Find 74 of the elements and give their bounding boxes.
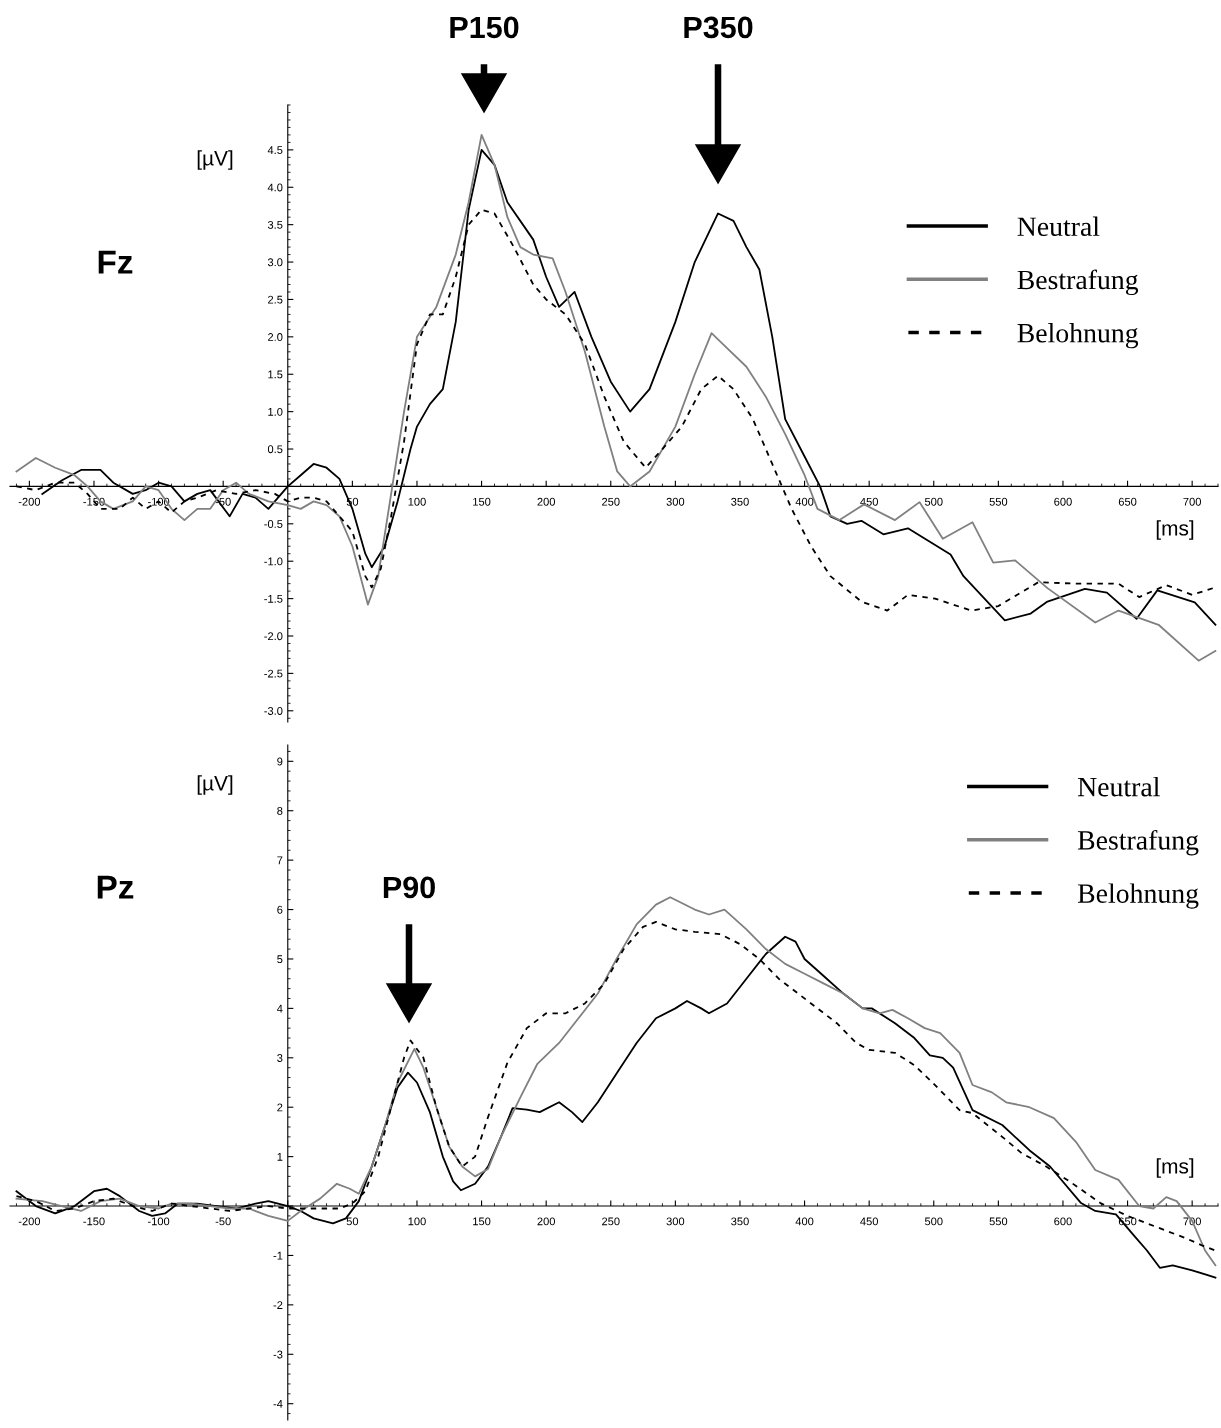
x-axis-title: [ms] xyxy=(1156,520,1194,540)
x-tick-label: 650 xyxy=(1118,497,1137,506)
x-tick-label: 500 xyxy=(924,497,943,506)
legend-label: Bestrafung xyxy=(1077,829,1199,856)
x-tick-label: 600 xyxy=(1054,1217,1072,1226)
y-tick-label: -3.0 xyxy=(264,707,283,715)
y-tick-label: -2.0 xyxy=(264,632,283,641)
text: P150 xyxy=(450,16,519,39)
x-tick-label: 100 xyxy=(408,497,426,506)
y-tick-label: 7 xyxy=(277,856,283,865)
y-tick-label: 8 xyxy=(277,806,283,815)
x-tick-label: 300 xyxy=(666,1217,685,1226)
y-tick-label: -3 xyxy=(273,1350,283,1359)
x-tick-label: 200 xyxy=(537,497,556,506)
x-tick-label: -150 xyxy=(83,1217,105,1226)
y-tick-label: 4 xyxy=(276,1004,283,1013)
x-tick-label: 200 xyxy=(537,1217,556,1226)
y-tick-label: 9 xyxy=(277,757,283,766)
legend-label: Belohnung xyxy=(1017,323,1139,349)
y-tick-label: -2.5 xyxy=(264,669,283,678)
x-tick-label: 450 xyxy=(860,497,878,506)
x-tick-label: 500 xyxy=(924,1217,943,1226)
x-tick-label: 700 xyxy=(1183,497,1201,506)
text: Pz xyxy=(97,875,134,899)
y-tick-label: 0.5 xyxy=(267,445,283,454)
y-tick-label: 3 xyxy=(277,1054,283,1062)
y-tick-label: 4.5 xyxy=(267,146,283,155)
x-tick-label: 550 xyxy=(989,1217,1008,1226)
y-tick-label: 2.5 xyxy=(268,295,283,304)
y-axis-title: [µV] xyxy=(197,775,233,795)
x-tick-label: 550 xyxy=(989,497,1008,506)
x-axis-title: [ms] xyxy=(1156,1158,1194,1178)
y-tick-label: -0.5 xyxy=(264,520,283,528)
y-tick-label: 1.0 xyxy=(268,407,283,416)
y-tick-label: -1 xyxy=(273,1251,283,1260)
x-tick-label: 350 xyxy=(731,1217,749,1226)
x-tick-label: 600 xyxy=(1054,497,1072,506)
y-tick-label: 5 xyxy=(277,955,283,964)
y-tick-label: -4 xyxy=(273,1400,283,1408)
annotation: P90 xyxy=(383,876,435,899)
x-tick-label: 250 xyxy=(602,1217,620,1226)
legend-label: Belohnung xyxy=(1077,883,1199,909)
y-tick-label: -2 xyxy=(273,1301,283,1309)
x-tick-label: -100 xyxy=(147,497,170,506)
y-tick-label: 6 xyxy=(277,905,283,914)
x-tick-label: -100 xyxy=(147,1217,170,1226)
x-tick-label: -50 xyxy=(215,1217,231,1226)
text: P350 xyxy=(684,16,753,39)
y-tick-label: 3.0 xyxy=(267,258,283,267)
y-tick-label: 2.0 xyxy=(268,333,283,341)
legend-label: Neutral xyxy=(1077,776,1160,797)
y-tick-label: 2 xyxy=(277,1103,283,1112)
y-tick-label: 1.5 xyxy=(268,370,283,379)
y-tick-label: 4.0 xyxy=(267,183,283,192)
x-tick-label: 100 xyxy=(408,1217,426,1226)
legend-label: Bestrafung xyxy=(1017,269,1139,296)
legend-label: Neutral xyxy=(1017,216,1100,237)
x-tick-label: 150 xyxy=(473,1217,491,1226)
x-tick-label: 150 xyxy=(473,497,491,506)
y-tick-label: 3.5 xyxy=(267,220,283,229)
x-tick-label: 350 xyxy=(731,497,749,506)
x-tick-label: 450 xyxy=(860,1217,878,1226)
y-tick-label: 1 xyxy=(277,1153,283,1161)
text: Fz xyxy=(98,250,133,274)
x-tick-label: 250 xyxy=(602,497,620,506)
y-axis-title: [µV] xyxy=(197,150,233,170)
x-tick-label: 50 xyxy=(346,1217,359,1226)
y-tick-label: -1.0 xyxy=(264,557,283,566)
x-tick-label: -200 xyxy=(18,497,41,506)
y-tick-label: -1.5 xyxy=(264,594,283,603)
x-tick-label: 300 xyxy=(666,497,685,506)
x-tick-label: 400 xyxy=(795,1217,814,1226)
x-tick-label: -200 xyxy=(18,1217,41,1226)
x-tick-label: 400 xyxy=(795,497,814,506)
